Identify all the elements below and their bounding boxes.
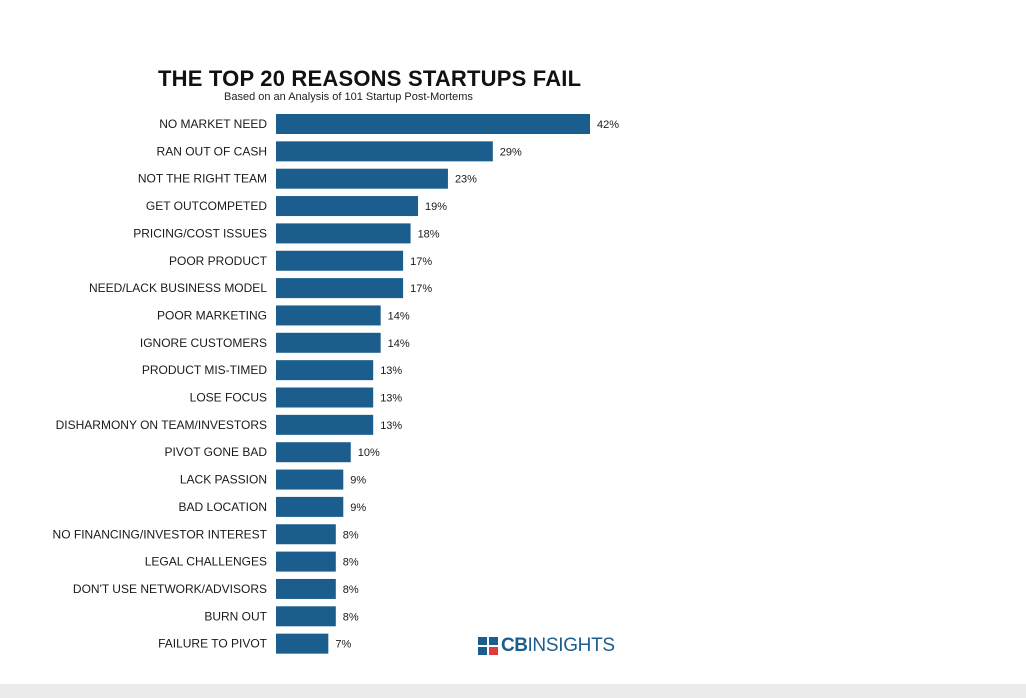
value-label: 14% <box>388 338 410 350</box>
category-label: DISHARMONY ON TEAM/INVESTORS <box>56 418 267 432</box>
footer-strip <box>0 684 1026 698</box>
bar <box>276 606 336 627</box>
bar <box>276 168 448 189</box>
value-label: 10% <box>358 447 380 459</box>
value-label: 8% <box>343 611 359 623</box>
bar <box>276 196 419 217</box>
cb-insights-logo-icon <box>478 637 498 655</box>
bar <box>276 524 336 545</box>
category-label: DON'T USE NETWORK/ADVISORS <box>73 582 267 596</box>
bar <box>276 633 329 654</box>
value-label: 14% <box>388 310 410 322</box>
category-label: PRICING/COST ISSUES <box>133 226 267 240</box>
chart-title: THE TOP 20 REASONS STARTUPS FAIL <box>158 66 582 91</box>
bar <box>276 387 374 408</box>
value-label: 29% <box>500 146 522 158</box>
category-label: RAN OUT OF CASH <box>157 144 267 158</box>
category-label: PIVOT GONE BAD <box>165 445 268 459</box>
value-label: 23% <box>455 174 477 186</box>
category-label: NEED/LACK BUSINESS MODEL <box>89 281 267 295</box>
bar <box>276 223 411 244</box>
bar <box>276 469 344 490</box>
bar <box>276 332 381 353</box>
bar <box>276 141 493 162</box>
category-label: NO FINANCING/INVESTOR INTEREST <box>53 527 268 541</box>
category-label: LACK PASSION <box>180 473 267 487</box>
bar <box>276 414 374 435</box>
value-label: 13% <box>380 420 402 432</box>
bar <box>276 578 336 599</box>
value-label: 13% <box>380 393 402 405</box>
category-label: GET OUTCOMPETED <box>146 199 267 213</box>
cb-insights-logo: CB INSIGHTS <box>478 635 615 657</box>
category-label: FAILURE TO PIVOT <box>158 637 268 651</box>
value-label: 8% <box>343 529 359 541</box>
category-label: POOR MARKETING <box>157 308 267 322</box>
bar <box>276 250 404 271</box>
value-label: 42% <box>597 119 619 131</box>
chart-subtitle: Based on an Analysis of 101 Startup Post… <box>224 91 473 103</box>
category-label: PRODUCT MIS-TIMED <box>142 363 267 377</box>
category-label: NO MARKET NEED <box>159 117 267 131</box>
category-label: POOR PRODUCT <box>169 254 268 268</box>
bar <box>276 114 590 134</box>
value-label: 17% <box>410 283 432 295</box>
value-label: 9% <box>350 502 366 514</box>
bar <box>276 496 344 517</box>
value-label: 17% <box>410 256 432 268</box>
bar <box>276 442 351 463</box>
value-label: 19% <box>425 201 447 213</box>
category-label: IGNORE CUSTOMERS <box>140 336 267 350</box>
category-label: BAD LOCATION <box>179 500 267 514</box>
category-label: NOT THE RIGHT TEAM <box>138 172 267 186</box>
bar <box>276 305 381 326</box>
bar <box>276 551 336 572</box>
bar <box>276 360 374 381</box>
bar <box>276 278 404 299</box>
value-label: 18% <box>418 228 440 240</box>
category-label: LOSE FOCUS <box>190 391 267 405</box>
value-label: 7% <box>335 639 351 651</box>
category-label: LEGAL CHALLENGES <box>145 555 267 569</box>
value-label: 13% <box>380 365 402 377</box>
value-label: 8% <box>343 584 359 596</box>
logo-text-insights: INSIGHTS <box>527 635 615 656</box>
value-label: 9% <box>350 475 366 487</box>
category-label: BURN OUT <box>204 609 267 623</box>
logo-text-cb: CB <box>501 635 528 656</box>
value-label: 8% <box>343 557 359 569</box>
